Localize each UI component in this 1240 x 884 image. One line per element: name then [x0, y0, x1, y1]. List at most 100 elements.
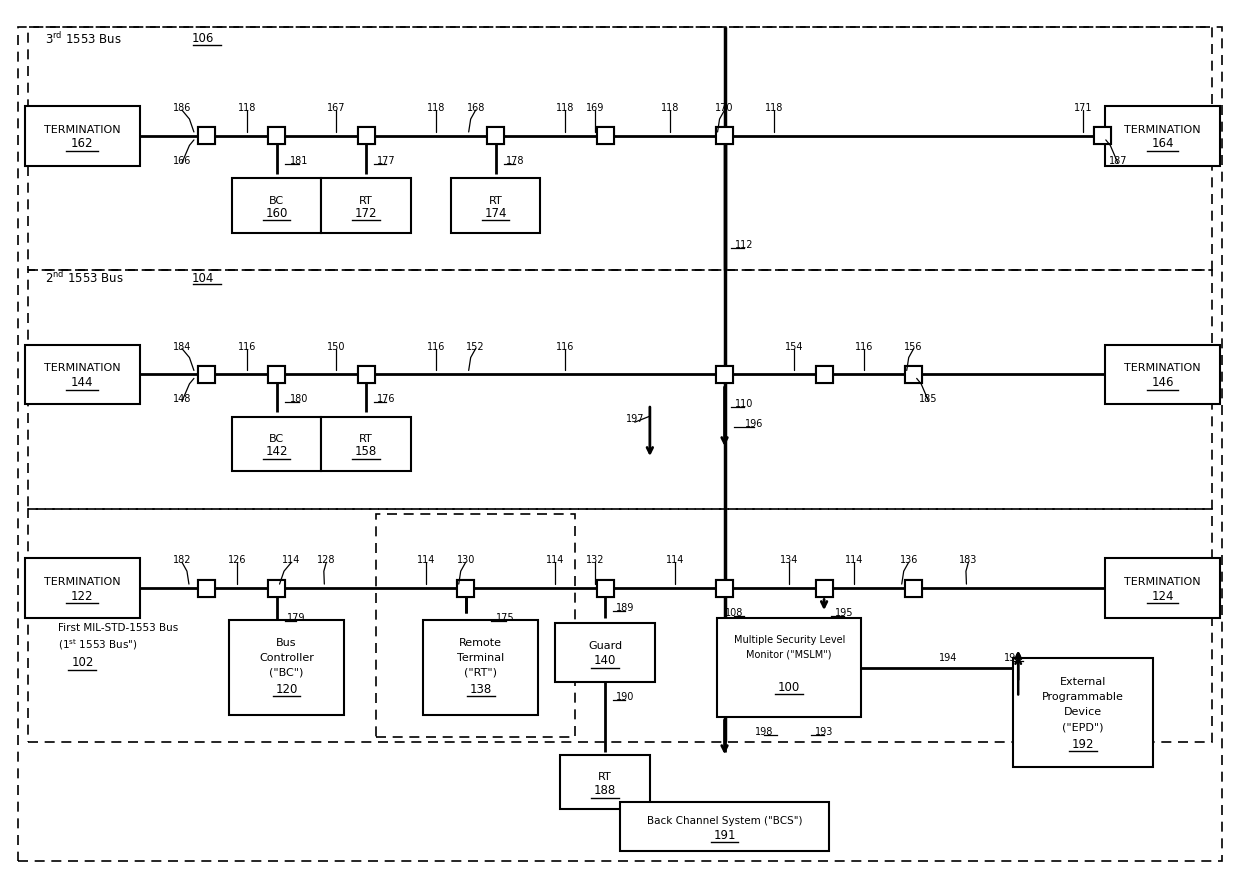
Text: 142: 142: [265, 446, 288, 459]
Text: 134: 134: [780, 555, 799, 565]
Text: (1$^{\rm st}$ 1553 Bus"): (1$^{\rm st}$ 1553 Bus"): [57, 637, 138, 652]
Text: 158: 158: [355, 446, 377, 459]
Text: 114: 114: [666, 555, 684, 565]
Bar: [268, 366, 285, 383]
Text: 116: 116: [238, 341, 255, 352]
Bar: [27, 271, 1213, 508]
Text: 114: 114: [546, 555, 564, 565]
Text: ("RT"): ("RT"): [464, 667, 497, 677]
Bar: [715, 366, 733, 383]
Text: 178: 178: [506, 156, 525, 166]
Bar: [357, 127, 374, 144]
Text: Monitor ("MSLM"): Monitor ("MSLM"): [746, 650, 832, 659]
Text: 116: 116: [427, 341, 445, 352]
Text: TERMINATION: TERMINATION: [45, 125, 120, 135]
Bar: [451, 179, 541, 232]
Text: 194: 194: [940, 652, 957, 663]
Bar: [268, 127, 285, 144]
Bar: [1105, 559, 1220, 618]
Bar: [816, 580, 832, 597]
Text: 148: 148: [172, 394, 191, 404]
Text: 136: 136: [899, 555, 918, 565]
Bar: [487, 127, 503, 144]
Bar: [1095, 127, 1111, 144]
Bar: [198, 366, 216, 383]
Text: 128: 128: [317, 555, 336, 565]
Text: 182: 182: [172, 555, 191, 565]
Text: 116: 116: [854, 341, 873, 352]
Bar: [198, 580, 216, 597]
Bar: [556, 623, 655, 682]
Text: 114: 114: [844, 555, 863, 565]
Text: 184: 184: [172, 341, 191, 352]
Bar: [357, 366, 374, 383]
Text: 198: 198: [755, 728, 774, 737]
Bar: [268, 580, 285, 597]
Text: RT: RT: [360, 434, 373, 444]
Text: 122: 122: [71, 590, 94, 603]
Bar: [816, 366, 832, 383]
Text: 172: 172: [355, 207, 377, 220]
Text: 196: 196: [745, 419, 764, 429]
Bar: [198, 127, 216, 144]
Bar: [25, 106, 140, 165]
Bar: [232, 416, 321, 471]
Text: 130: 130: [456, 555, 475, 565]
Bar: [1013, 658, 1153, 767]
Text: 160: 160: [265, 207, 288, 220]
Text: RT: RT: [489, 195, 502, 205]
Text: ("EPD"): ("EPD"): [1063, 722, 1104, 732]
Text: 108: 108: [725, 608, 744, 618]
Text: 132: 132: [585, 555, 604, 565]
Text: Bus: Bus: [277, 637, 296, 648]
Bar: [1105, 106, 1220, 165]
Text: 118: 118: [661, 103, 680, 113]
Bar: [715, 127, 733, 144]
Bar: [458, 580, 474, 597]
Text: 167: 167: [327, 103, 346, 113]
Text: TERMINATION: TERMINATION: [1125, 363, 1200, 373]
Text: 186: 186: [172, 103, 191, 113]
Text: Remote: Remote: [459, 637, 502, 648]
Bar: [198, 127, 216, 144]
Text: 180: 180: [290, 394, 309, 404]
Bar: [905, 580, 923, 597]
Bar: [357, 366, 374, 383]
Text: 2$^{\rm nd}$ 1553 Bus: 2$^{\rm nd}$ 1553 Bus: [45, 271, 123, 286]
Bar: [596, 127, 614, 144]
Text: Back Channel System ("BCS"): Back Channel System ("BCS"): [647, 816, 802, 826]
Text: 138: 138: [470, 683, 492, 696]
Bar: [905, 580, 923, 597]
Text: 192: 192: [1071, 737, 1094, 751]
Bar: [268, 127, 285, 144]
Bar: [357, 127, 374, 144]
Bar: [232, 179, 321, 232]
Text: 102: 102: [71, 656, 93, 669]
Text: 112: 112: [735, 240, 754, 250]
Bar: [27, 27, 1213, 271]
Text: 162: 162: [71, 137, 94, 150]
Bar: [268, 580, 285, 597]
Text: Guard: Guard: [588, 641, 622, 651]
Text: Programmable: Programmable: [1042, 692, 1123, 703]
Text: 150: 150: [327, 341, 346, 352]
Bar: [25, 345, 140, 404]
Text: External: External: [1060, 677, 1106, 688]
Bar: [321, 416, 410, 471]
Bar: [715, 580, 733, 597]
Text: 181: 181: [290, 156, 309, 166]
Text: 100: 100: [779, 681, 800, 694]
Text: 177: 177: [377, 156, 396, 166]
Text: 118: 118: [238, 103, 255, 113]
Text: TERMINATION: TERMINATION: [45, 363, 120, 373]
Text: 195: 195: [835, 608, 853, 618]
Text: RT: RT: [598, 772, 613, 781]
Bar: [596, 580, 614, 597]
Text: 185: 185: [919, 394, 937, 404]
Text: TERMINATION: TERMINATION: [1125, 577, 1200, 587]
Bar: [423, 621, 538, 715]
Bar: [268, 366, 285, 383]
Text: 193: 193: [815, 728, 833, 737]
Bar: [376, 514, 575, 737]
Text: 191: 191: [713, 829, 735, 842]
